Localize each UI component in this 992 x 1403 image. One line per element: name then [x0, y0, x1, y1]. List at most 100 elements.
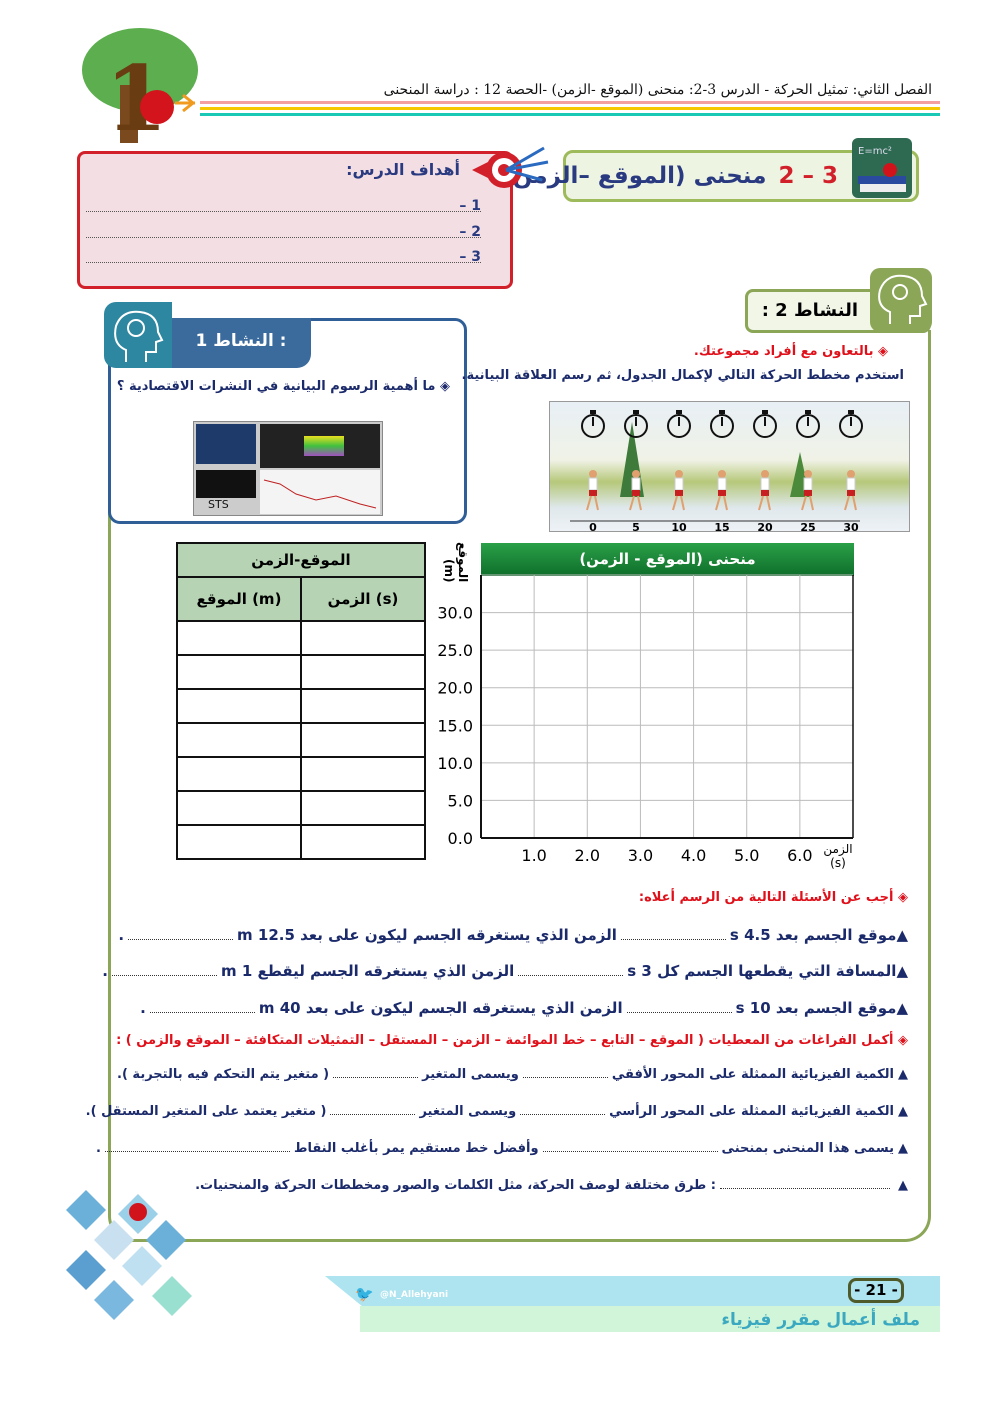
motion-diagram: 0 5 10 15 20 25 30 — [549, 401, 910, 534]
table-row — [176, 722, 426, 758]
x-tick-label: 1.0 — [521, 846, 546, 865]
position-time-table: الموقع-الزمن الموقع (m) الزمن (s) — [176, 542, 426, 860]
target-icon — [472, 140, 554, 192]
y-tick-label: 5.0 — [448, 791, 473, 810]
table-row — [176, 620, 426, 656]
fill-part-b: ويسمى المتغير — [422, 1067, 519, 1082]
answer-blank[interactable] — [620, 930, 726, 940]
scale-tick-label: 30 — [843, 521, 859, 533]
table-cell[interactable] — [176, 688, 302, 724]
fill-part-c: ( متغير يعتمد على المتغير المستقل ). — [85, 1104, 327, 1119]
runner — [672, 470, 685, 511]
stopwatch-icon — [710, 410, 734, 438]
table-cell[interactable] — [300, 790, 426, 826]
fill-part-b: : طرق مختلفة لوصف الحركة، مثل الكلمات وا… — [195, 1178, 716, 1193]
footer-band — [325, 1276, 940, 1306]
bullet-icon: ▲ — [896, 999, 908, 1017]
table-cell[interactable] — [176, 620, 302, 656]
question-row: ▲موقع الجسم بعد 10 s الزمن الذي يستغرقه ا… — [140, 999, 908, 1017]
activity2-label: النشاط 2 : — [761, 300, 858, 321]
activity2-instruction: استخدم مخطط الحركة التالي لإكمال الجدول،… — [461, 368, 904, 383]
table-cell[interactable] — [176, 790, 302, 826]
answer-blank[interactable] — [720, 1179, 890, 1189]
question-part-b: الزمن الذي يستغرقه الجسم ليكون على بعد 1… — [237, 926, 617, 944]
twitter-handle: @N_Allehyani — [380, 1290, 449, 1300]
table-cell[interactable] — [176, 824, 302, 860]
activity2-frame — [108, 330, 931, 1242]
runner — [586, 470, 599, 511]
scale-tick-label: 5 — [632, 521, 640, 533]
chart-title-bar: منحنى (الموقع - الزمن) — [481, 543, 854, 576]
twitter-icon: 🐦 — [355, 1285, 374, 1303]
table-row — [176, 824, 426, 860]
table-cell[interactable] — [176, 722, 302, 758]
table-cell[interactable] — [300, 654, 426, 690]
answer-blank[interactable] — [522, 1068, 608, 1078]
answer-blank[interactable] — [542, 1142, 718, 1152]
column-header-time: الزمن (s) — [300, 576, 426, 622]
svg-text:E=mc²: E=mc² — [858, 146, 892, 157]
fill-part-a: الكمية الفيزيائية الممثلة على المحور الأ… — [611, 1067, 894, 1082]
activity1-label: النشاط 1 : — [171, 318, 311, 368]
divider — [200, 107, 940, 110]
answer-blank[interactable] — [128, 930, 234, 940]
table-row — [176, 790, 426, 826]
answer-blank[interactable] — [626, 1003, 732, 1013]
divider — [200, 101, 940, 104]
lesson-title: منحنى (الموقع –الزمن) — [502, 163, 767, 189]
bullet-icon: ▲ — [898, 1178, 908, 1193]
runner — [844, 470, 857, 511]
answer-blank[interactable] — [518, 966, 624, 976]
y-tick-label: 15.0 — [437, 716, 473, 735]
lesson-number: 3 – 2 — [778, 163, 838, 189]
answer-blank[interactable] — [330, 1105, 416, 1115]
table-row — [176, 654, 426, 690]
runner — [801, 470, 814, 511]
column-header-position: الموقع (m) — [176, 576, 302, 622]
question-part-a: موقع الجسم بعد 10 s — [735, 999, 897, 1017]
breadcrumb: الفصل الثاني: تمثيل الحركة - الدرس 3-2: … — [383, 82, 932, 98]
question-part-b: الزمن الذي يستغرقه الجسم ليكون على بعد 4… — [258, 999, 623, 1017]
footer-band-green — [360, 1306, 940, 1332]
answer-blank[interactable] — [333, 1068, 419, 1078]
x-tick-label: 2.0 — [575, 846, 600, 865]
course-title: ملف أعمال مقرر فيزياء — [721, 1310, 920, 1330]
table-cell[interactable] — [300, 620, 426, 656]
table-row — [176, 756, 426, 792]
answer-blank[interactable] — [149, 1003, 255, 1013]
bullet-icon: ▲ — [898, 1067, 908, 1082]
economic-news-image: STS — [193, 421, 383, 516]
science-icons-decoration — [62, 1190, 192, 1330]
sts-logo: STS — [208, 498, 229, 511]
page-number: - 21 - — [848, 1278, 904, 1303]
answer-blank[interactable] — [520, 1105, 606, 1115]
table-cell[interactable] — [176, 756, 302, 792]
table-cell[interactable] — [300, 756, 426, 792]
fill-row: ▲ يسمى هذا المنحنى بمنحنى وأفضل خط مستقيم … — [96, 1141, 908, 1156]
y-tick-label: 0.0 — [448, 829, 473, 848]
question-part-a: المسافة التي يقطعها الجسم كل 3 s — [627, 962, 897, 980]
stopwatch-icon — [839, 410, 863, 438]
runner — [629, 470, 642, 511]
scale-tick-label: 20 — [757, 521, 773, 533]
goal-line-1: 1 – — [86, 198, 481, 214]
goals-heading: أهداف الدرس: — [346, 160, 460, 179]
table-cell[interactable] — [300, 824, 426, 860]
table-cell[interactable] — [176, 654, 302, 690]
answer-blank[interactable] — [104, 1142, 290, 1152]
x-axis-label: الزمن (s) — [823, 842, 853, 870]
bullet-icon: ▲ — [898, 1104, 908, 1119]
table-cell[interactable] — [300, 722, 426, 758]
activity1-box: النشاط 1 : ◈ ما أهمية الرسوم البيانية في… — [108, 318, 467, 524]
table-title: الموقع-الزمن — [176, 542, 426, 578]
fill-part-b: ويسمى المتغير — [419, 1104, 517, 1119]
fill-part-a: الكمية الفيزيائية الممثلة على المحور الر… — [609, 1104, 894, 1119]
activity1-question: ◈ ما أهمية الرسوم البيانية في النشرات ال… — [116, 379, 450, 394]
x-tick-label: 3.0 — [628, 846, 653, 865]
runner — [715, 470, 728, 511]
fill-part-a: يسمى هذا المنحنى بمنحنى — [721, 1141, 894, 1156]
scale-tick-label: 0 — [589, 521, 597, 533]
y-tick-label: 25.0 — [437, 641, 473, 660]
answer-blank[interactable] — [111, 966, 217, 976]
table-cell[interactable] — [300, 688, 426, 724]
